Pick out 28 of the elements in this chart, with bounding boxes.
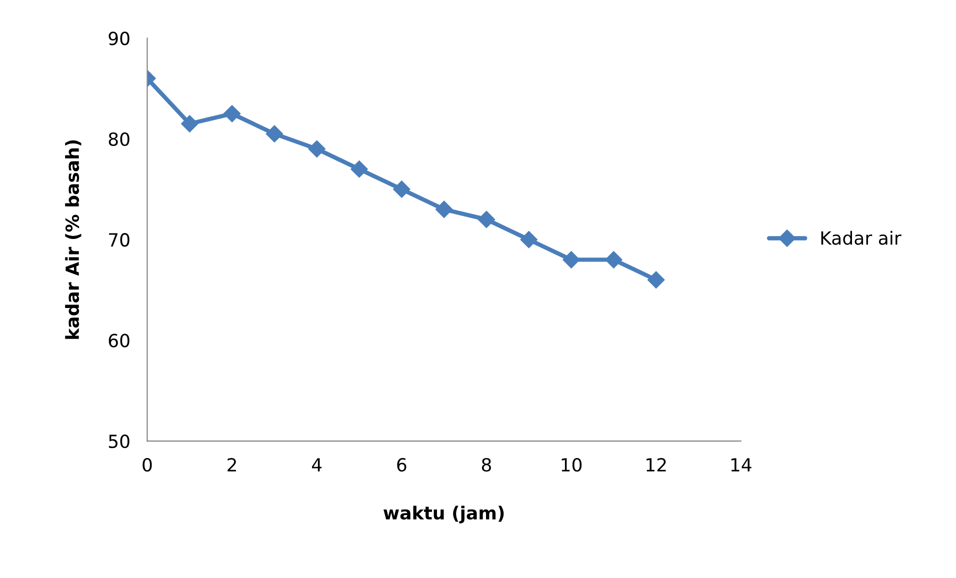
x-tick-label: 14 [731,458,752,472]
point [478,210,496,228]
x-axis-title: waktu (jam) [384,506,504,524]
point [520,231,538,248]
x-tick-label: 12 [646,458,666,472]
point [350,160,368,178]
y-tick-label: 60 [108,334,130,348]
x-tick-label: 2 [228,458,236,472]
y-axis-title: kadar Air (% basah) [65,140,82,339]
y-tick-label: 80 [108,132,130,146]
x-tick-label: 10 [562,458,582,472]
y-tick-label: 90 [108,32,130,46]
y-tick-label: 70 [109,233,130,247]
point [648,271,665,288]
x-tick-label: 4 [312,458,322,472]
point [393,180,410,198]
point [436,200,453,218]
x-tick-label: 0 [142,458,152,472]
x-tick-label: 8 [482,458,491,472]
point [605,251,622,268]
x-tick-label: 6 [397,458,406,472]
legend-label: Kadar air [821,230,902,245]
y-tick-label: 50 [108,434,130,448]
point [181,115,198,132]
point [223,105,241,122]
point [266,125,283,142]
point [308,140,326,158]
point [562,251,580,268]
